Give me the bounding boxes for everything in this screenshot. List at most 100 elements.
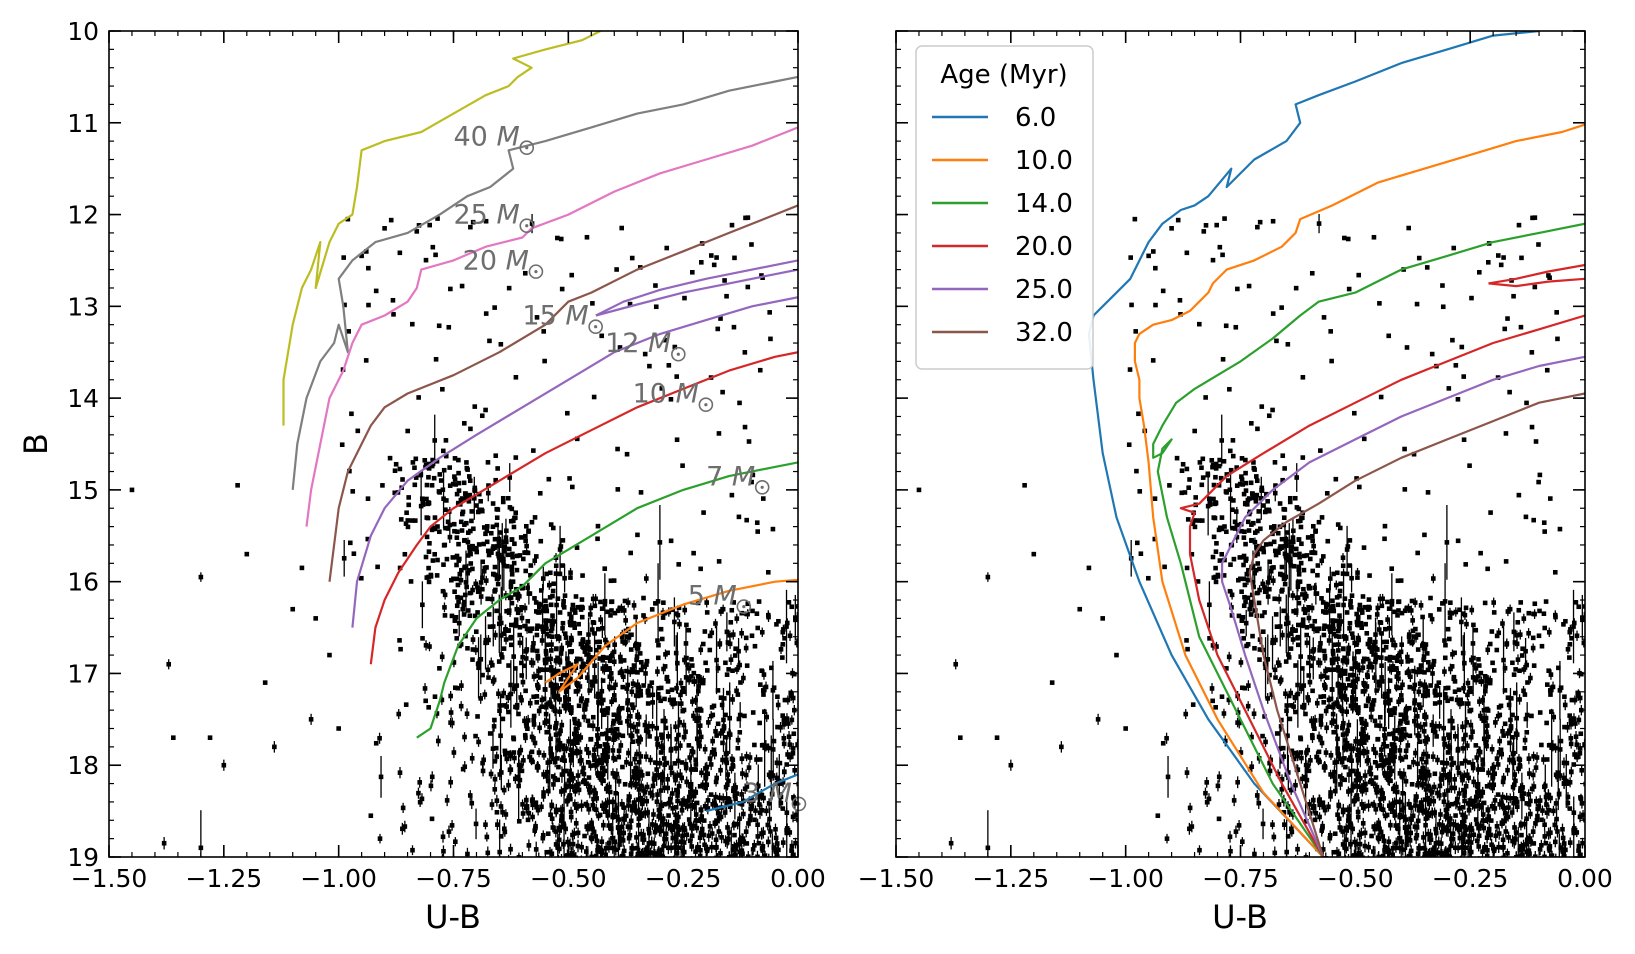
star-point xyxy=(649,836,655,849)
star-point xyxy=(469,518,474,524)
star-point xyxy=(1345,815,1351,827)
star-point xyxy=(1252,847,1257,857)
star-point xyxy=(1258,546,1264,552)
star-point xyxy=(1518,324,1524,330)
star-point xyxy=(1271,832,1277,842)
star-point xyxy=(1283,659,1289,664)
star-point xyxy=(535,653,541,659)
star-point xyxy=(770,660,776,720)
star-point xyxy=(1335,665,1341,703)
star-point xyxy=(544,770,549,782)
star-point xyxy=(1419,797,1424,808)
star-point xyxy=(1476,830,1482,842)
star-point xyxy=(731,600,737,605)
star-point xyxy=(596,697,601,708)
star-point xyxy=(480,765,486,777)
star-point xyxy=(1403,814,1409,825)
star-point xyxy=(1231,498,1236,503)
star-point xyxy=(1416,702,1422,707)
star-point xyxy=(1455,538,1461,544)
star-point xyxy=(452,589,457,594)
star-point xyxy=(602,742,608,747)
star-point xyxy=(1464,619,1469,630)
star-point xyxy=(626,795,631,806)
star-point xyxy=(1398,712,1404,718)
star-point xyxy=(529,519,535,525)
star-point xyxy=(1209,683,1215,694)
star-point xyxy=(629,843,634,853)
star-point xyxy=(567,838,573,850)
star-point xyxy=(1362,740,1367,745)
star-point xyxy=(1540,805,1545,816)
star-point xyxy=(1311,795,1316,805)
star-point xyxy=(493,453,499,458)
star-point xyxy=(530,794,535,805)
star-point xyxy=(441,468,446,529)
star-point xyxy=(689,663,695,668)
star-point xyxy=(635,851,641,857)
star-point xyxy=(1623,843,1628,856)
star-point xyxy=(1352,849,1357,857)
star-point xyxy=(1267,559,1273,565)
star-point xyxy=(1239,628,1245,634)
star-point xyxy=(723,712,728,718)
star-point xyxy=(595,733,600,738)
star-point xyxy=(752,817,757,823)
star-point xyxy=(1376,680,1382,691)
star-point xyxy=(704,597,709,608)
star-point xyxy=(575,740,580,745)
star-point xyxy=(1425,686,1430,696)
star-point xyxy=(1430,662,1435,685)
star-point xyxy=(1436,680,1442,685)
star-point xyxy=(1367,769,1372,775)
star-point xyxy=(611,690,617,701)
star-point xyxy=(1265,498,1270,504)
star-point xyxy=(1284,613,1290,623)
star-point xyxy=(1481,718,1487,724)
star-point xyxy=(1556,665,1561,671)
star-point xyxy=(594,639,600,645)
star-point xyxy=(1473,663,1479,674)
star-point xyxy=(1324,722,1329,734)
star-point xyxy=(1583,604,1585,609)
star-point xyxy=(1493,829,1499,842)
star-point xyxy=(689,841,694,852)
star-point xyxy=(1350,686,1356,697)
star-point xyxy=(1312,817,1318,823)
star-point xyxy=(1422,670,1427,675)
star-point xyxy=(431,475,437,481)
star-point xyxy=(590,823,595,836)
star-point xyxy=(484,832,490,842)
star-point xyxy=(1550,681,1556,693)
star-point xyxy=(1505,764,1510,776)
star-point xyxy=(1561,622,1566,627)
star-point xyxy=(660,817,665,828)
star-point xyxy=(543,598,548,604)
star-point xyxy=(765,836,771,848)
star-point xyxy=(1366,799,1371,812)
star-point xyxy=(1286,655,1292,660)
star-point xyxy=(563,635,569,640)
star-point xyxy=(750,472,756,478)
star-point xyxy=(576,703,582,709)
star-point xyxy=(1294,505,1300,510)
star-point xyxy=(1435,755,1440,765)
star-point xyxy=(598,773,604,786)
star-point xyxy=(1333,476,1339,482)
star-point xyxy=(656,685,661,691)
star-point xyxy=(665,679,671,684)
star-point xyxy=(1380,787,1385,800)
star-point xyxy=(560,743,566,748)
star-point xyxy=(517,553,523,558)
star-point xyxy=(1262,714,1267,719)
star-point xyxy=(636,788,641,857)
star-point xyxy=(1523,638,1528,665)
star-point xyxy=(1549,709,1554,715)
star-point xyxy=(1504,638,1510,649)
star-point xyxy=(428,780,434,792)
star-point xyxy=(1160,740,1166,746)
star-point xyxy=(1354,476,1359,481)
star-point xyxy=(1409,859,1414,871)
star-point xyxy=(564,743,569,754)
star-point xyxy=(631,766,637,777)
